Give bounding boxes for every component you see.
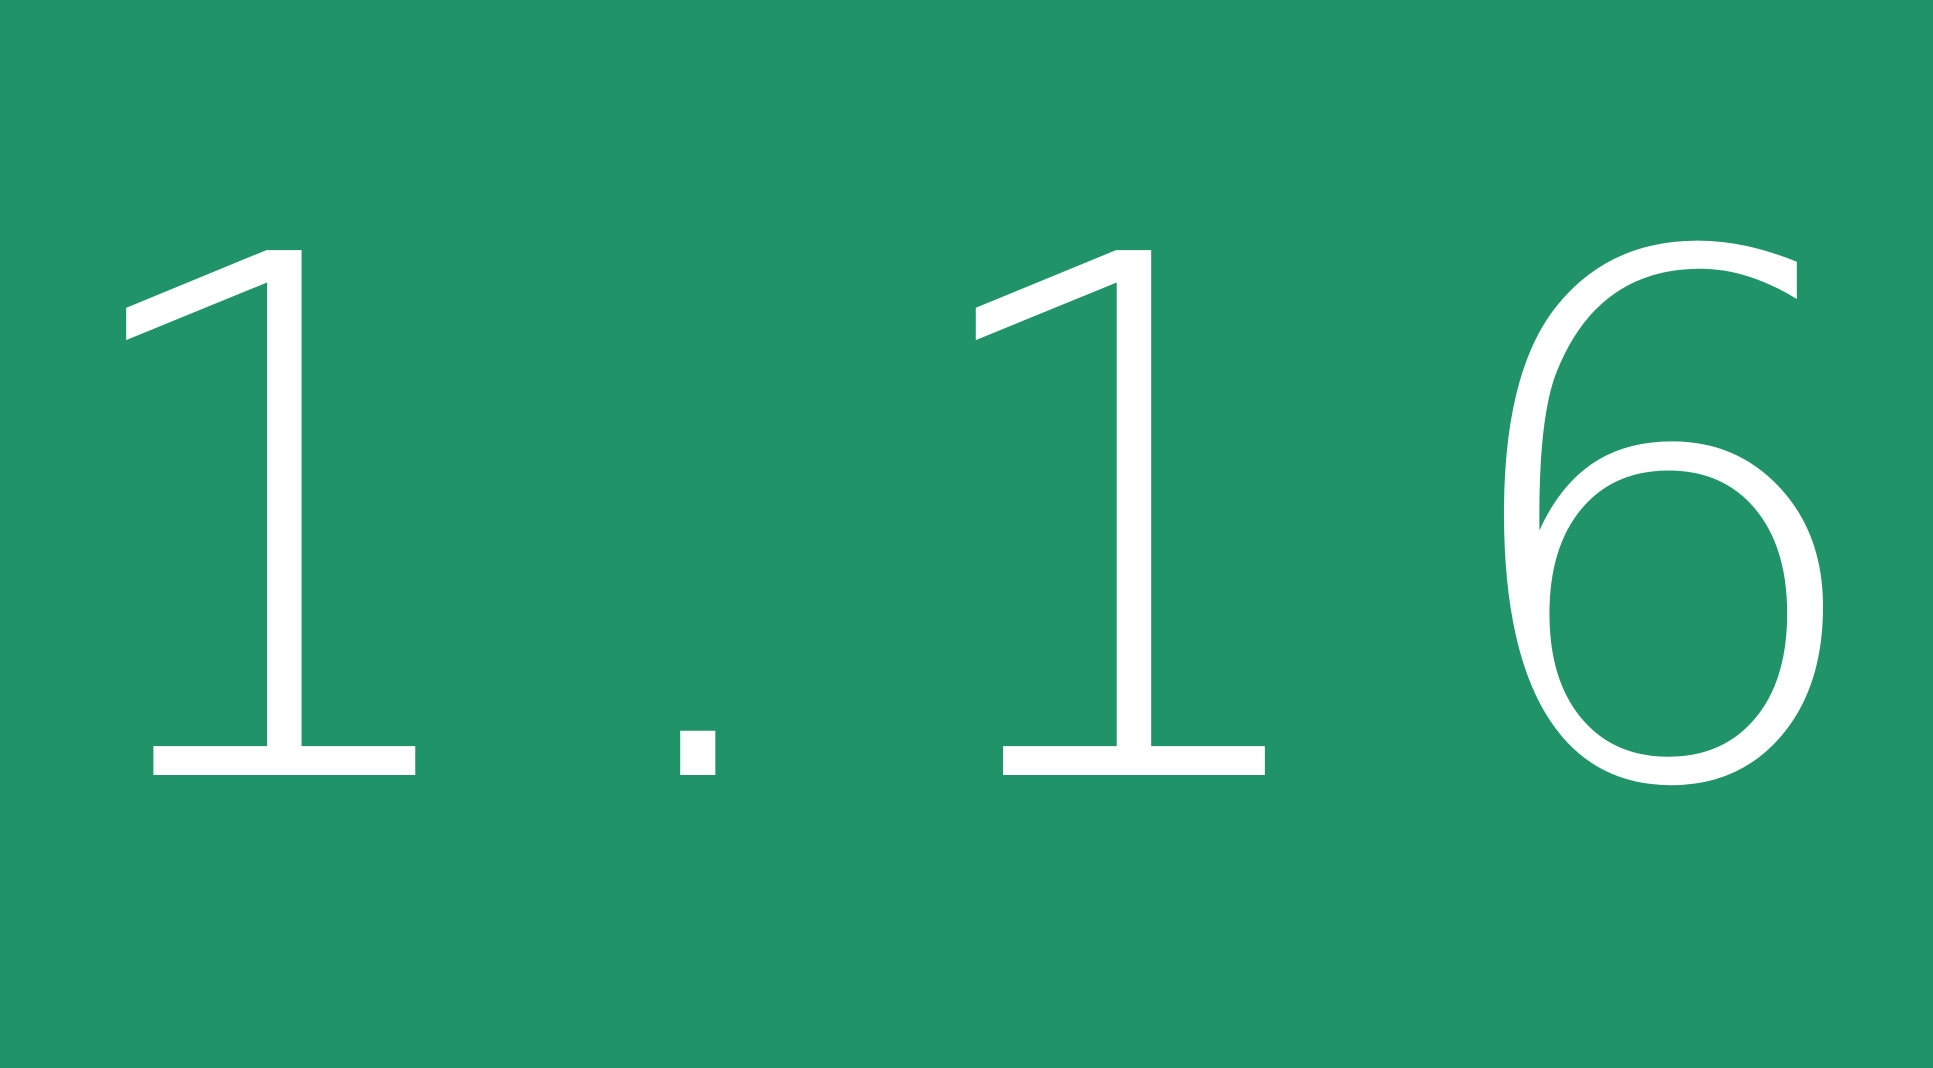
- version-number: 1.16: [48, 107, 1933, 945]
